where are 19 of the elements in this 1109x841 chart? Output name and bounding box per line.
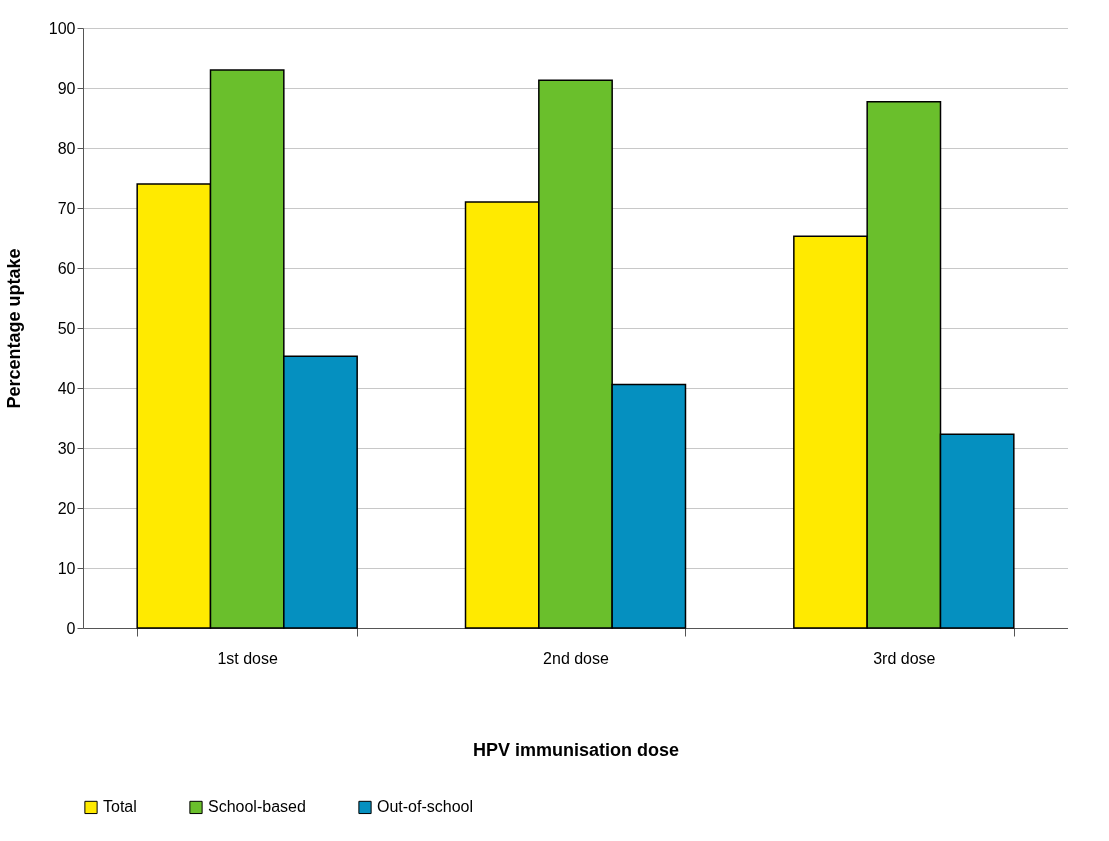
x-tick-label: 3rd dose [873,649,936,667]
legend-label: Out-of-school [377,798,474,816]
y-tick-label: 0 [66,619,76,637]
y-tick-label: 20 [57,499,76,517]
y-tick-label: 30 [57,439,76,457]
legend-label: School-based [208,798,306,816]
x-axis-title: HPV immunisation dose [472,739,680,760]
y-tick-label: 90 [57,79,76,97]
y-tick-label: 50 [57,319,76,337]
legend-label: Total [103,798,137,816]
y-tick-label: 100 [48,19,76,37]
y-tick-label: 10 [57,559,76,577]
x-tick-label: 2nd dose [543,649,610,667]
y-axis-title: Percentage uptake [3,248,24,409]
x-tick-label: 1st dose [217,649,279,667]
y-tick-label: 70 [57,199,76,217]
y-tick-label: 80 [57,139,76,157]
y-tick-label: 60 [57,259,76,277]
y-tick-label: 40 [57,379,76,397]
